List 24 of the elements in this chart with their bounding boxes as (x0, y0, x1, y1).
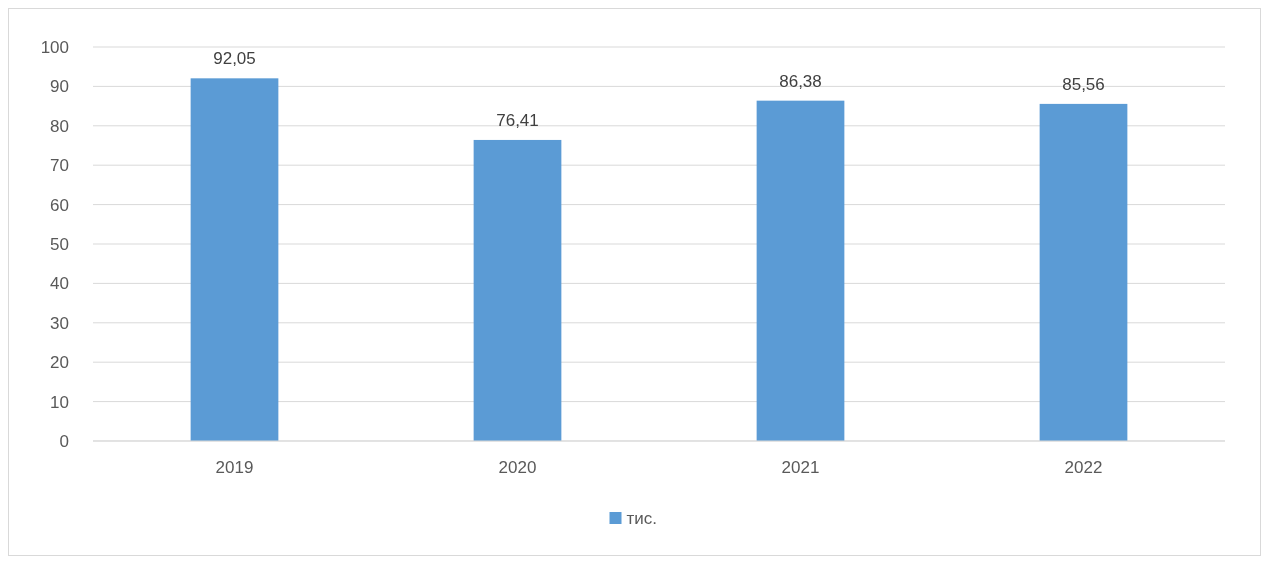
data-label: 76,41 (496, 110, 539, 130)
bar (473, 139, 562, 441)
data-label: 92,05 (213, 49, 256, 69)
bar (1039, 103, 1128, 441)
x-tick-label: 2022 (1064, 458, 1103, 477)
y-tick-label: 100 (40, 37, 69, 57)
y-tick-label: 50 (50, 234, 69, 254)
data-label: 86,38 (779, 71, 822, 91)
y-tick-label: 30 (50, 313, 69, 333)
bar (190, 78, 279, 441)
y-tick-label: 40 (50, 274, 69, 294)
y-tick-label: 80 (50, 116, 69, 136)
legend-label: тис. (626, 509, 658, 528)
bar (756, 100, 845, 441)
x-tick-label: 2021 (781, 458, 820, 477)
x-tick-label: 2019 (215, 458, 254, 477)
y-tick-label: 20 (50, 353, 69, 373)
data-label: 85,56 (1062, 74, 1105, 94)
y-tick-label: 0 (59, 431, 69, 451)
y-tick-label: 90 (50, 77, 69, 97)
y-tick-label: 70 (50, 156, 69, 176)
y-tick-label: 10 (50, 392, 69, 412)
x-tick-label: 2020 (498, 458, 537, 477)
y-tick-label: 60 (50, 195, 69, 215)
